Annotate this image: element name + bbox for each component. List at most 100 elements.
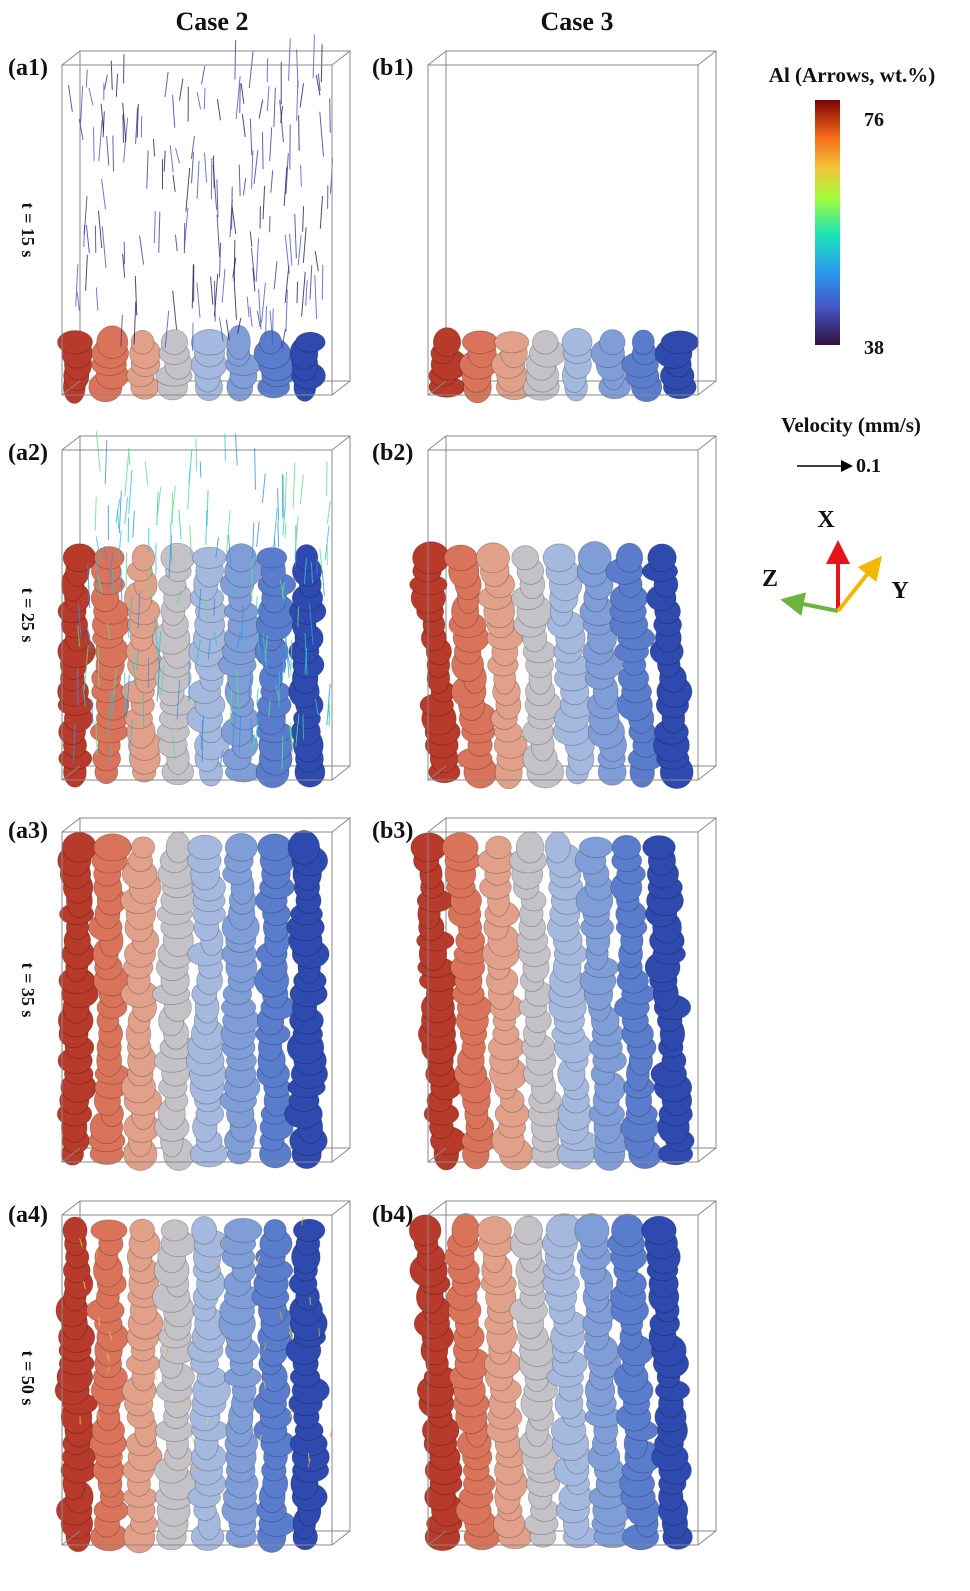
velocity-arrow — [294, 515, 299, 556]
box-edge — [427, 817, 447, 833]
velocity-arrow — [284, 265, 290, 304]
velocity-arrow — [85, 254, 88, 291]
velocity-arrow — [288, 38, 291, 81]
velocity-arrow — [203, 598, 209, 623]
velocity-title: Velocity (mm/s) — [781, 413, 921, 437]
velocity-arrow — [124, 497, 128, 525]
y-axis-label: Y — [891, 578, 908, 604]
time-label: t = 25 s — [18, 588, 38, 643]
dendrite — [96, 325, 129, 359]
render-panel — [427, 50, 717, 404]
velocity-arrow — [93, 127, 95, 161]
velocity-arrow — [120, 314, 123, 347]
dendrite — [542, 543, 576, 573]
velocity-arrow — [106, 1365, 111, 1375]
velocity-arrow — [262, 632, 268, 669]
velocity-arrow — [233, 277, 237, 320]
velocity-arrow — [134, 276, 138, 316]
velocity-arrow — [298, 115, 300, 151]
render-panel — [409, 435, 717, 790]
velocity-arrow — [238, 164, 241, 196]
velocity-arrow — [273, 261, 278, 290]
velocity-arrow — [172, 174, 176, 192]
dendrite — [641, 1215, 677, 1245]
velocity-arrow — [321, 264, 324, 300]
dendrite — [225, 543, 257, 573]
box-edge — [427, 1147, 447, 1163]
velocity-arrow — [228, 534, 232, 570]
velocity-arrow — [289, 1409, 293, 1418]
velocity-arrow — [101, 178, 106, 210]
velocity-arrow — [251, 522, 255, 559]
box-front — [427, 449, 699, 781]
box-edge — [331, 1147, 351, 1163]
box-front — [61, 1214, 333, 1546]
velocity-arrow — [302, 206, 305, 232]
dendrite — [461, 330, 499, 354]
box-edge — [427, 1200, 447, 1216]
velocity-arrow — [263, 1342, 267, 1351]
velocity-arrow — [216, 214, 221, 257]
box-edge — [61, 1147, 81, 1163]
velocity-arrow — [236, 632, 241, 651]
velocity-arrow — [234, 40, 237, 80]
velocity-arrow — [304, 648, 308, 675]
velocity-arrow — [76, 292, 80, 311]
velocity-arrow — [120, 568, 123, 601]
velocity-arrow — [263, 665, 267, 686]
velocity-arrow — [310, 562, 314, 584]
velocity-arrow — [96, 558, 100, 597]
velocity-arrow — [221, 268, 226, 303]
box-edge — [697, 1200, 717, 1216]
dendrite — [62, 543, 97, 573]
velocity-arrow — [292, 463, 296, 508]
velocity-arrow — [328, 710, 331, 727]
box-edge — [61, 435, 81, 451]
velocity-arrow — [219, 750, 224, 768]
column-title: Case 2 — [176, 7, 249, 36]
velocity-arrow — [303, 557, 308, 585]
velocity-arrow — [281, 736, 284, 770]
velocity-arrow — [294, 213, 297, 259]
velocity-arrow — [285, 153, 289, 195]
panel-label: (a1) — [8, 55, 48, 81]
velocity-arrow — [301, 271, 306, 317]
velocity-arrow — [132, 510, 135, 538]
dendrite — [190, 329, 229, 356]
velocity-arrow — [156, 658, 161, 702]
velocity-arrow — [110, 690, 115, 718]
velocity-arrow — [297, 235, 302, 266]
velocity-arrow — [257, 632, 261, 656]
velocity-arrow — [268, 700, 271, 718]
time-label: t = 35 s — [18, 963, 38, 1018]
velocity-arrow — [95, 430, 101, 472]
dendrite — [131, 544, 156, 572]
velocity-arrow — [183, 207, 189, 250]
velocity-arrow — [252, 267, 256, 292]
velocity-arrow — [231, 205, 237, 235]
velocity-arrow — [232, 257, 237, 278]
velocity-arrow — [273, 537, 278, 571]
box-front — [61, 64, 333, 396]
velocity-arrow — [195, 438, 198, 472]
velocity-arrow — [196, 1332, 200, 1341]
dendrite — [441, 832, 479, 863]
velocity-arrow — [87, 627, 93, 652]
dendrite — [432, 327, 462, 358]
velocity-arrow — [87, 564, 91, 608]
dendrite — [642, 835, 676, 860]
velocity-arrow — [165, 1347, 169, 1357]
velocity-arrow — [136, 650, 139, 671]
render-panel — [56, 817, 351, 1172]
velocity-arrow — [251, 150, 254, 190]
velocity-arrow — [112, 135, 114, 172]
box-edge — [331, 380, 351, 396]
velocity-arrow — [314, 275, 318, 319]
dendrite — [408, 1214, 442, 1247]
velocity-arrow — [248, 669, 252, 699]
velocity-arrow — [256, 521, 260, 548]
velocity-arrow — [104, 74, 108, 90]
velocity-arrow — [226, 510, 231, 553]
velocity-arrow — [282, 644, 286, 674]
velocity-arrow — [309, 1296, 311, 1306]
